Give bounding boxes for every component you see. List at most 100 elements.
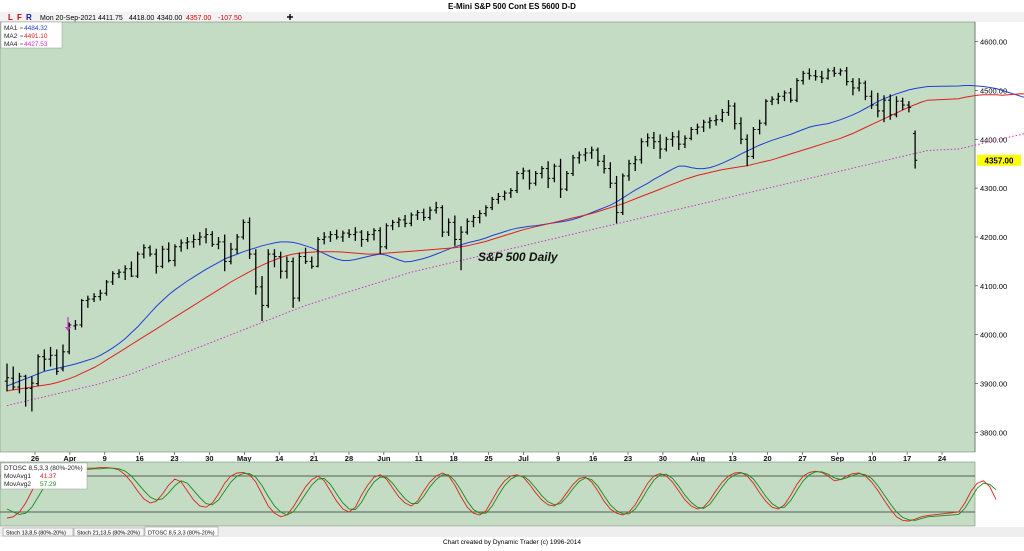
ohlc-bar — [458, 226, 464, 271]
toolbar-close: 4357.00 — [186, 15, 211, 22]
ohlc-bar — [172, 244, 178, 267]
ohlc-bar — [670, 131, 675, 147]
ohlc-bar — [42, 349, 47, 371]
ohlc-bar — [160, 245, 165, 269]
osc-legend-mavg1-label: MovAvg1 — [4, 473, 31, 480]
tab-dtosc-label: DTOSC 8,5,3,3 (80%-20%) — [148, 531, 215, 537]
price-bars — [4, 66, 918, 412]
toolbar-label-f[interactable]: F — [17, 13, 22, 22]
x-tick-label: 27 — [798, 454, 806, 463]
ohlc-bar — [228, 242, 234, 265]
ohlc-bar — [514, 171, 520, 194]
ohlc-bar — [116, 269, 122, 279]
ohlc-bar — [813, 69, 818, 81]
osc-legend-title: DTOSC 8,5,3,3 (80%-20%) — [4, 465, 83, 472]
ohlc-bar — [147, 245, 153, 257]
ohlc-bar — [91, 293, 97, 302]
ohlc-bar — [657, 134, 663, 159]
ohlc-bar — [253, 249, 258, 295]
ohlc-bar — [726, 100, 731, 116]
ohlc-bar — [278, 251, 283, 279]
tab-dtosc[interactable]: DTOSC 8,5,3,3 (80%-20%) — [144, 526, 219, 537]
ohlc-bar — [290, 257, 296, 308]
ohlc-bar — [682, 135, 688, 149]
ohlc-bar — [122, 265, 128, 280]
x-tick-label: Apr — [63, 454, 76, 463]
ohlc-bar — [738, 117, 744, 145]
ma-line-ma2 — [6, 93, 1024, 392]
ohlc-bar — [595, 147, 601, 167]
ohlc-bar — [589, 146, 594, 159]
ohlc-bar — [154, 248, 159, 274]
ohlc-bar — [558, 158, 563, 198]
tab-stoch-21[interactable]: Stoch 21,13,5 (80%-20%) — [73, 527, 145, 537]
tab-stoch-13[interactable]: Stoch 13,8,5 (80%-20%) — [2, 527, 74, 537]
ohlc-bar — [129, 261, 134, 278]
x-tick-label: 13 — [729, 454, 737, 463]
ohlc-bar — [844, 66, 849, 86]
toolbar-label-l[interactable]: L — [8, 13, 13, 22]
osc-line-movavg1 — [6, 467, 997, 522]
ohlc-bar — [259, 276, 265, 322]
y-tick-label: 4000.00 — [980, 331, 1007, 340]
x-tick-label: 16 — [135, 454, 143, 463]
ohlc-bar — [17, 372, 22, 394]
ohlc-bar — [744, 134, 750, 167]
ohlc-bar — [371, 228, 377, 241]
ohlc-bar — [794, 78, 800, 103]
ohlc-bar — [284, 256, 290, 279]
x-tick-label: Sep — [830, 454, 844, 463]
ohlc-bar — [856, 78, 862, 92]
osc-line-movavg2 — [6, 467, 997, 521]
ohlc-bar — [527, 169, 532, 190]
ohlc-bar — [732, 102, 737, 130]
y-tick-label: 4300.00 — [980, 184, 1007, 193]
ohlc-bar — [315, 237, 321, 268]
ohlc-bar — [881, 95, 887, 123]
toolbar-low: 4340.00 — [157, 15, 182, 22]
ohlc-bar — [303, 247, 308, 264]
legend-ma1-label: MA1 — [4, 25, 18, 32]
oscillator-lines — [6, 467, 997, 522]
ohlc-bar — [197, 232, 203, 246]
ohlc-bar — [48, 346, 53, 367]
plus-icon[interactable] — [287, 14, 293, 20]
osc-legend-mavg1-value: 41.37 — [40, 473, 57, 480]
ohlc-bar — [713, 114, 719, 126]
ohlc-bar — [85, 295, 91, 308]
ohlc-bar — [266, 249, 271, 308]
ohlc-bar — [552, 163, 557, 183]
ohlc-bar — [626, 159, 632, 181]
pink-arrow-marker — [65, 317, 71, 331]
ohlc-bar — [869, 90, 874, 109]
ma-legend: MA1 4484.32 MA2 4491.10 MA4 4427.53 — [0, 21, 63, 49]
ohlc-bar — [875, 92, 880, 118]
x-tick-label: 28 — [345, 454, 353, 463]
ohlc-bar — [577, 151, 582, 164]
ohlc-bar — [390, 219, 395, 231]
ohlc-bar — [912, 130, 918, 169]
ohlc-bar — [633, 155, 638, 172]
y-tick-label: 4500.00 — [980, 86, 1007, 95]
ohlc-bar — [334, 229, 339, 240]
ma-line-ma4 — [6, 133, 1024, 407]
ohlc-bar — [297, 252, 302, 302]
x-tick-label: 16 — [589, 454, 597, 463]
ohlc-bar — [191, 234, 196, 248]
ohlc-bar — [863, 80, 868, 101]
osc-legend-mavg2-label: MovAvg2 — [4, 481, 31, 488]
ohlc-bar — [819, 70, 825, 84]
ohlc-bar — [346, 229, 352, 238]
ohlc-bar — [178, 239, 184, 252]
toolbar-label-r[interactable]: R — [26, 13, 32, 22]
ohlc-bar — [471, 215, 476, 228]
ohlc-bar — [384, 223, 389, 250]
ohlc-bar — [906, 101, 912, 113]
y-tick-label: 4200.00 — [980, 233, 1007, 242]
legend-ma2-value: 4491.10 — [24, 33, 48, 40]
ohlc-bar — [241, 219, 246, 240]
ohlc-bar — [695, 123, 700, 135]
ohlc-bar — [894, 96, 899, 118]
ohlc-bar — [446, 218, 451, 237]
